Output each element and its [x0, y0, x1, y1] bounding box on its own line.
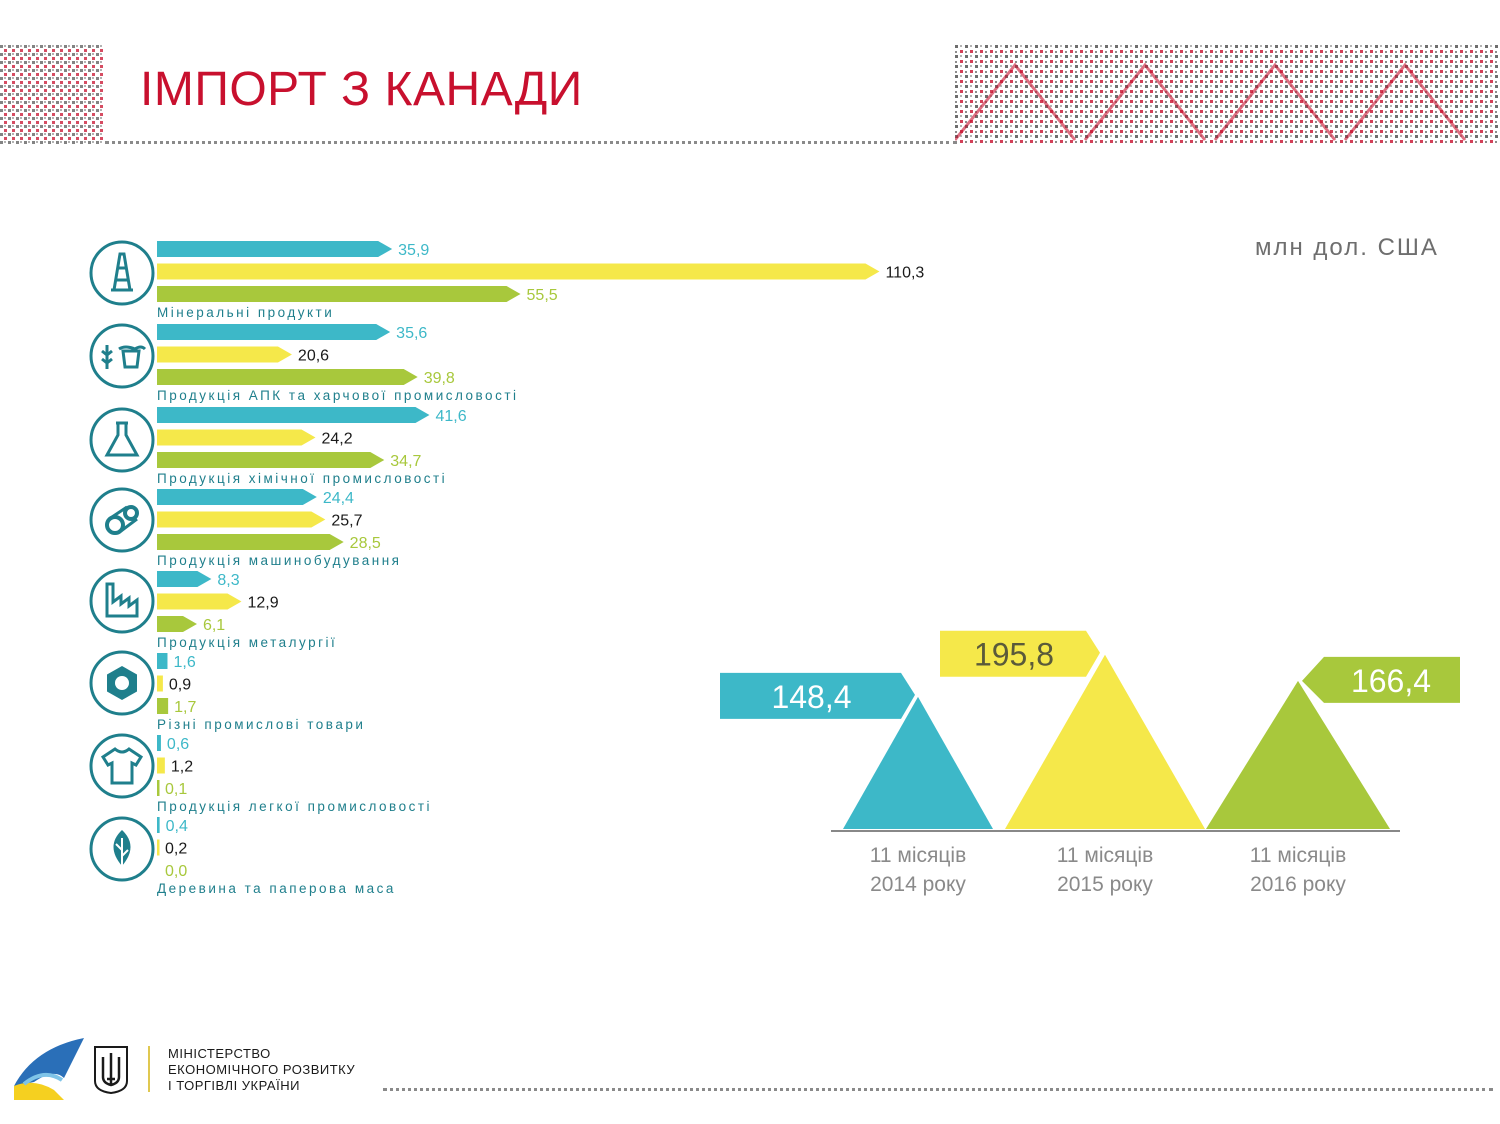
- bar-value-label: 1,2: [171, 759, 193, 776]
- category-bar: [157, 698, 169, 714]
- bar-value-label: 0,9: [169, 677, 191, 694]
- bar-value-label: 110,3: [885, 265, 924, 282]
- gears-icon: [89, 487, 155, 553]
- period-label: 2014 року: [870, 873, 966, 896]
- category-bar: [157, 653, 168, 669]
- bar-value-label: 25,7: [331, 513, 362, 530]
- category-bar: [157, 780, 160, 796]
- total-triangle: [1005, 654, 1205, 829]
- tshirt-icon: [89, 733, 155, 799]
- category-bar: [157, 757, 165, 774]
- total-value-label: 166,4: [1351, 663, 1431, 699]
- category-label: Продукція машинобудування: [157, 553, 402, 568]
- bar-value-label: 24,4: [323, 490, 354, 507]
- total-value-label: 148,4: [771, 679, 851, 715]
- bar-value-label: 8,3: [217, 572, 239, 589]
- bar-value-label: 0,1: [165, 781, 187, 798]
- category-label: Різні промислові товари: [157, 717, 365, 732]
- flask-icon: [89, 407, 155, 473]
- total-value-flag: [1302, 656, 1460, 703]
- category-label: Продукція хімічної промисловості: [157, 471, 447, 486]
- bar-value-label: 0,4: [166, 818, 188, 835]
- category-bar: [157, 369, 418, 385]
- ministry-line: І ТОРГІВЛІ УКРАЇНИ: [168, 1078, 300, 1093]
- category-bar: [157, 489, 317, 505]
- category-label: Продукція металургії: [157, 635, 337, 650]
- bar-value-label: 12,9: [247, 595, 278, 612]
- bar-value-label: 1,7: [174, 699, 196, 716]
- bar-value-label: 35,9: [398, 242, 429, 259]
- embroidery-ornament-right: [955, 45, 1500, 145]
- bar-value-label: 28,5: [350, 535, 381, 552]
- page-title: ІМПОРТ З КАНАДИ: [140, 63, 583, 116]
- period-label: 11 місяців: [1057, 844, 1153, 867]
- category-bar: [157, 593, 242, 610]
- bar-value-label: 39,8: [424, 370, 455, 387]
- ministry-line: МІНІСТЕРСТВО: [168, 1046, 271, 1061]
- unit-label: млн дол. США: [1255, 234, 1439, 261]
- ministry-logo-icon: [14, 1038, 84, 1100]
- trident-crest-icon: [94, 1046, 128, 1095]
- category-label: Продукція АПК та харчової промисловості: [157, 388, 519, 403]
- category-bar: [157, 735, 161, 751]
- category-bar: [157, 839, 160, 856]
- category-bar: [157, 675, 163, 692]
- nut-icon: [89, 650, 155, 716]
- period-label: 2015 року: [1057, 873, 1153, 896]
- bar-value-label: 20,6: [298, 348, 329, 365]
- category-bar: [157, 429, 316, 446]
- category-bar: [157, 511, 326, 528]
- category-bar: [157, 324, 391, 340]
- totals-triangle-chart: 148,4 11 місяців 2014 року 195,8 11 місяців 2…: [720, 630, 1460, 896]
- category-bar: [157, 263, 880, 280]
- total-value-flag: [720, 672, 915, 719]
- total-value-flag: [940, 630, 1100, 677]
- category-label: Деревина та паперова маса: [157, 881, 396, 896]
- total-triangle: [843, 696, 993, 829]
- bar-value-label: 41,6: [435, 408, 466, 425]
- category-label: Продукція легкої промисловості: [157, 799, 432, 814]
- category-bar: [157, 616, 197, 632]
- leaf-icon: [89, 816, 155, 882]
- total-value-label: 195,8: [974, 637, 1054, 673]
- bar-value-label: 1,6: [173, 654, 195, 671]
- period-label: 11 місяців: [1250, 844, 1346, 867]
- ministry-name: МІНІСТЕРСТВО ЕКОНОМІЧНОГО РОЗВИТКУ І ТОР…: [168, 1046, 355, 1094]
- category-bar: [157, 452, 385, 468]
- category-bar: [157, 817, 160, 833]
- category-bar: [157, 286, 521, 302]
- footer-divider: [148, 1046, 150, 1092]
- total-triangle: [1206, 680, 1390, 829]
- category-bar: [157, 534, 344, 550]
- factory-icon: [89, 568, 155, 634]
- category-bar: [157, 241, 393, 257]
- ministry-line: ЕКОНОМІЧНОГО РОЗВИТКУ: [168, 1062, 356, 1077]
- dotted-divider-top: [105, 141, 957, 144]
- bar-value-label: 6,1: [203, 617, 225, 634]
- bar-value-label: 34,7: [390, 453, 421, 470]
- period-label: 11 місяців: [870, 844, 966, 867]
- bar-value-label: 24,2: [322, 431, 353, 448]
- embroidery-ornament-left: [0, 45, 104, 145]
- wheat-cow-icon: [89, 323, 155, 389]
- category-bar: [157, 346, 292, 363]
- category-bar-chart: 35,9 110,3 55,5 Мінеральні продукти 35,6 20,6…: [157, 241, 924, 896]
- category-label: Мінеральні продукти: [157, 305, 334, 320]
- bar-value-label: 0,6: [167, 736, 189, 753]
- category-bar: [157, 571, 212, 587]
- dotted-divider-bottom: [383, 1088, 1493, 1091]
- oil-derrick-icon: [89, 240, 155, 306]
- bar-value-label: 55,5: [527, 287, 558, 304]
- category-bar: [157, 407, 430, 423]
- period-label: 2016 року: [1250, 873, 1346, 896]
- bar-value-label: 35,6: [396, 325, 427, 342]
- bar-value-label: 0,0: [165, 863, 187, 880]
- bar-value-label: 0,2: [165, 841, 187, 858]
